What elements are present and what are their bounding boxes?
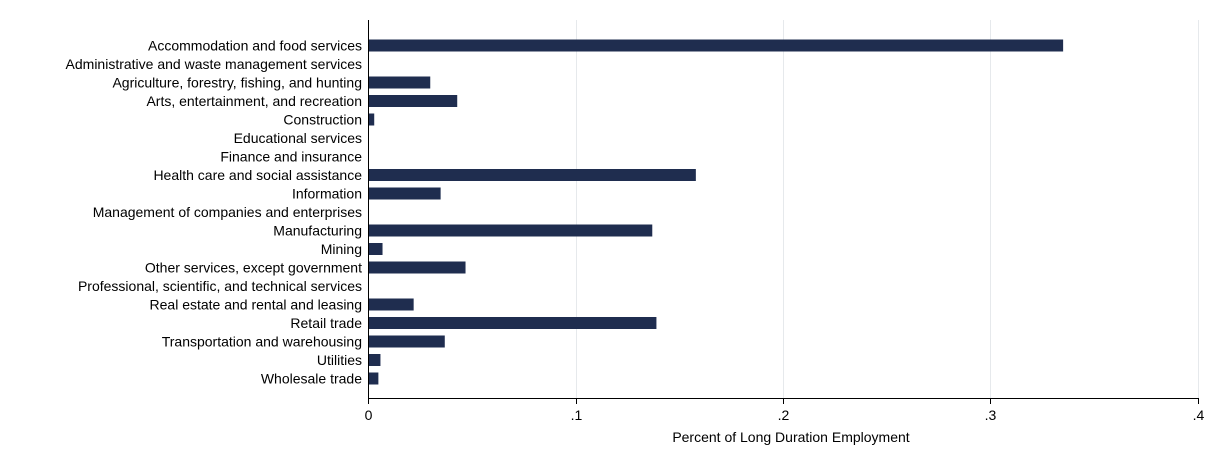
category-label-18: Wholesale trade — [261, 371, 362, 387]
x-tick-label-4: .4 — [1193, 407, 1205, 423]
category-label-9: Management of companies and enterprises — [93, 204, 362, 220]
category-label-5: Educational services — [234, 130, 362, 146]
bar-7 — [368, 169, 696, 181]
bar-15 — [368, 317, 657, 329]
category-label-0: Accommodation and food services — [148, 38, 362, 54]
category-label-11: Mining — [321, 241, 362, 257]
bar-18 — [368, 372, 379, 385]
category-label-15: Retail trade — [290, 315, 362, 331]
category-label-13: Professional, scientific, and technical … — [78, 278, 362, 294]
bar-0 — [368, 39, 1064, 52]
category-label-7: Health care and social assistance — [153, 167, 362, 183]
category-label-1: Administrative and waste management serv… — [66, 56, 362, 72]
x-tick-label-2: .2 — [778, 407, 790, 423]
bar-12 — [368, 261, 466, 274]
x-tick-label-3: .3 — [985, 407, 997, 423]
category-label-8: Information — [292, 186, 362, 202]
category-label-17: Utilities — [317, 352, 362, 368]
category-label-16: Transportation and warehousing — [162, 334, 362, 350]
grid-lines — [576, 20, 1199, 398]
x-axis-title: Percent of Long Duration Employment — [672, 429, 909, 445]
category-label-12: Other services, except government — [145, 260, 362, 276]
bar-11 — [368, 243, 383, 255]
bar-3 — [368, 95, 458, 107]
bar-14 — [368, 298, 414, 311]
category-label-10: Manufacturing — [273, 223, 362, 239]
x-tick-label-0: 0 — [365, 407, 373, 423]
x-tick-label-1: .1 — [571, 407, 583, 423]
category-label-2: Agriculture, forestry, fishing, and hunt… — [112, 75, 362, 91]
category-label-14: Real estate and rental and leasing — [150, 297, 362, 313]
category-label-3: Arts, entertainment, and recreation — [146, 93, 362, 109]
bar-8 — [368, 187, 441, 200]
bar-4 — [368, 113, 375, 126]
category-label-6: Finance and insurance — [220, 149, 362, 165]
bar-2 — [368, 76, 431, 89]
bar-16 — [368, 335, 445, 348]
category-labels: Accommodation and food services Administr… — [66, 38, 363, 387]
bar-10 — [368, 224, 653, 237]
x-axis-ticks: 0 .1 .2 .3 .4 — [365, 398, 1205, 423]
bars — [368, 39, 1064, 385]
bar-17 — [368, 354, 381, 366]
category-label-4: Construction — [283, 112, 362, 128]
